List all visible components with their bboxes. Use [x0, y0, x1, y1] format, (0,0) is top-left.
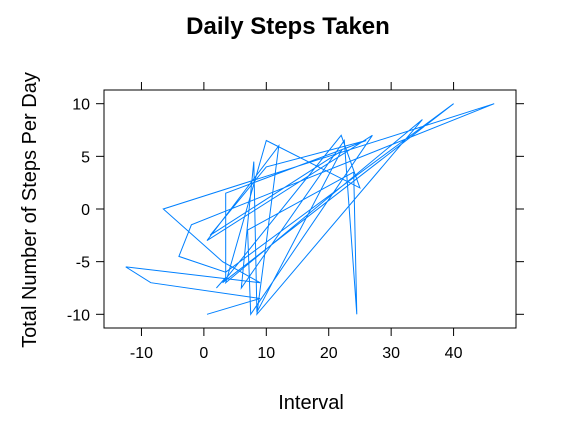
x-tick-label-4: 30: [382, 345, 400, 362]
x-ticks: -10 0 10 20 30 40: [130, 82, 463, 362]
chart-title: Daily Steps Taken: [186, 13, 390, 40]
x-axis-label: Interval: [278, 392, 344, 414]
y-tick-label-1: -5: [76, 255, 90, 272]
x-tick-label-1: 0: [199, 345, 208, 362]
y-tick-label-3: 5: [81, 149, 90, 166]
y-tick-label-2: 0: [81, 202, 90, 219]
plot-frame: [103, 89, 517, 329]
x-tick-label-5: 40: [445, 345, 463, 362]
x-tick-label-3: 20: [320, 345, 338, 362]
y-axis-label: Total Number of Steps Per Day: [19, 72, 41, 348]
series-line: [125, 103, 495, 316]
y-ticks: -10 -5 0 5 10: [67, 97, 524, 324]
x-tick-label-2: 10: [257, 345, 275, 362]
y-tick-label-4: 10: [72, 97, 90, 114]
y-tick-label-0: -10: [67, 307, 90, 324]
x-tick-label-0: -10: [130, 345, 153, 362]
